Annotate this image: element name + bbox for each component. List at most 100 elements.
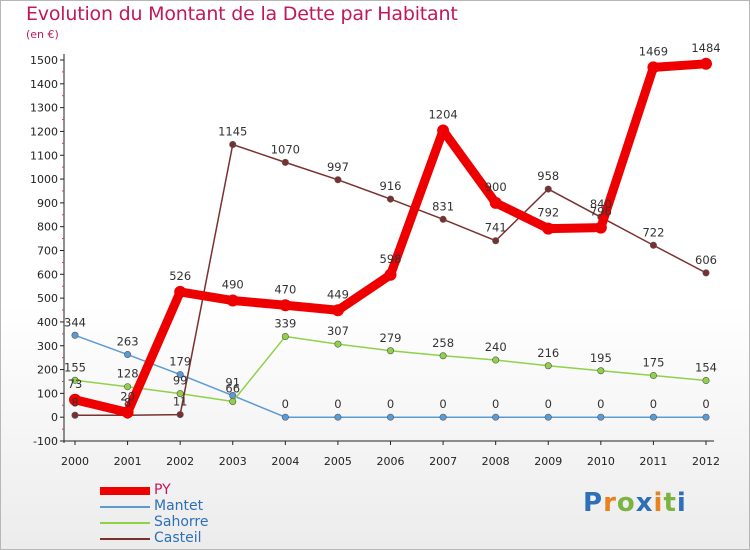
- y-tick-label: 400: [37, 316, 58, 329]
- y-tick-label: 800: [37, 221, 58, 234]
- data-point-casteil: [386, 195, 394, 203]
- data-label-py: 796: [590, 205, 612, 219]
- data-label-mantet: 344: [64, 315, 86, 329]
- data-point-mantet: [439, 413, 447, 421]
- y-tick-label: 500: [37, 292, 58, 305]
- chart-title: Evolution du Montant de la Dette par Hab…: [26, 3, 458, 25]
- data-label-casteil: 8: [124, 395, 131, 409]
- data-point-mantet: [386, 413, 394, 421]
- data-label-mantet: 263: [117, 335, 139, 349]
- x-tick-label: 2005: [324, 455, 352, 468]
- data-point-mantet: [124, 351, 132, 359]
- data-label-py: 1484: [691, 41, 720, 55]
- data-point-mantet: [492, 413, 500, 421]
- legend-label: PY: [154, 482, 171, 498]
- x-tick-label: 2001: [114, 455, 142, 468]
- data-label-casteil: 722: [642, 225, 664, 239]
- data-point-casteil: [281, 158, 289, 166]
- data-point-mantet: [176, 371, 184, 379]
- x-tick-label: 2012: [692, 455, 720, 468]
- data-point-casteil: [649, 241, 657, 249]
- x-tick-label: 2002: [166, 455, 194, 468]
- data-point-sahorre: [544, 362, 552, 370]
- legend-swatch: [100, 506, 150, 508]
- data-point-py: [384, 268, 397, 281]
- data-point-casteil: [71, 411, 79, 419]
- data-label-py: 73: [68, 377, 83, 391]
- data-label-sahorre: 258: [432, 336, 454, 350]
- data-label-mantet: 0: [492, 397, 499, 411]
- data-label-casteil: 1070: [271, 142, 300, 156]
- data-label-casteil: 741: [485, 221, 507, 235]
- data-point-casteil: [229, 141, 237, 149]
- x-tick-label: 2007: [429, 455, 457, 468]
- y-tick-label: 600: [37, 268, 58, 281]
- data-label-sahorre: 128: [117, 367, 139, 381]
- data-point-casteil: [334, 176, 342, 184]
- y-tick-label: 1300: [30, 102, 58, 115]
- data-point-py: [331, 304, 344, 317]
- data-label-casteil: 11: [173, 395, 188, 409]
- data-label-mantet: 179: [169, 355, 191, 369]
- data-label-sahorre: 175: [642, 356, 664, 370]
- data-label-casteil: 8: [71, 395, 78, 409]
- legend-swatch: [100, 522, 150, 524]
- data-label-py: 792: [537, 206, 559, 220]
- data-point-py: [542, 222, 555, 235]
- data-label-mantet: 0: [650, 397, 657, 411]
- data-label-casteil: 997: [327, 160, 349, 174]
- y-tick-label: 200: [37, 364, 58, 377]
- data-point-mantet: [702, 413, 710, 421]
- data-label-mantet: 0: [545, 397, 552, 411]
- data-label-mantet: 0: [597, 397, 604, 411]
- data-label-py: 490: [222, 278, 244, 292]
- data-point-py: [647, 61, 660, 74]
- data-label-mantet: 91: [225, 376, 240, 390]
- data-label-casteil: 606: [695, 253, 717, 267]
- data-label-sahorre: 339: [274, 316, 296, 330]
- legend-swatch: [100, 487, 150, 495]
- data-label-sahorre: 66: [225, 381, 240, 395]
- data-label-casteil: 840: [590, 197, 612, 211]
- data-label-py: 20: [120, 389, 135, 403]
- data-point-py: [594, 221, 607, 234]
- data-point-mantet: [71, 331, 79, 339]
- data-point-py: [121, 406, 134, 419]
- y-tick-label: 0: [51, 411, 58, 424]
- data-label-casteil: 1145: [218, 125, 247, 139]
- y-tick-label: 1000: [30, 173, 58, 186]
- x-tick-label: 2000: [61, 455, 89, 468]
- data-point-py: [226, 294, 239, 307]
- data-point-sahorre: [702, 377, 710, 385]
- data-point-py: [700, 57, 712, 70]
- x-tick-label: 2009: [534, 455, 562, 468]
- data-label-py: 526: [169, 269, 191, 283]
- legend-label: Casteil: [154, 530, 202, 546]
- data-point-mantet: [649, 413, 657, 421]
- data-label-py: 1204: [428, 107, 457, 121]
- data-label-sahorre: 240: [485, 340, 507, 354]
- data-label-sahorre: 279: [380, 331, 402, 345]
- data-label-mantet: 0: [334, 397, 341, 411]
- data-label-mantet: 0: [439, 397, 446, 411]
- data-point-casteil: [439, 215, 447, 223]
- data-point-sahorre: [597, 367, 605, 375]
- data-point-py: [279, 299, 292, 312]
- data-label-sahorre: 307: [327, 324, 349, 338]
- data-label-mantet: 0: [387, 397, 394, 411]
- series-line-sahorre: [74, 335, 707, 403]
- data-point-sahorre: [281, 332, 289, 340]
- data-point-sahorre: [334, 340, 342, 348]
- data-label-casteil: 916: [380, 179, 402, 193]
- data-point-casteil: [176, 411, 184, 419]
- data-point-py: [174, 285, 187, 298]
- legend-label: Sahorre: [154, 514, 209, 530]
- data-label-casteil: 958: [537, 169, 559, 183]
- y-tick-label: 1100: [30, 149, 58, 162]
- data-point-mantet: [281, 413, 289, 421]
- data-label-mantet: 0: [702, 397, 709, 411]
- data-label-sahorre: 154: [695, 361, 717, 375]
- x-tick-label: 2011: [639, 455, 667, 468]
- x-tick-label: 2008: [482, 455, 510, 468]
